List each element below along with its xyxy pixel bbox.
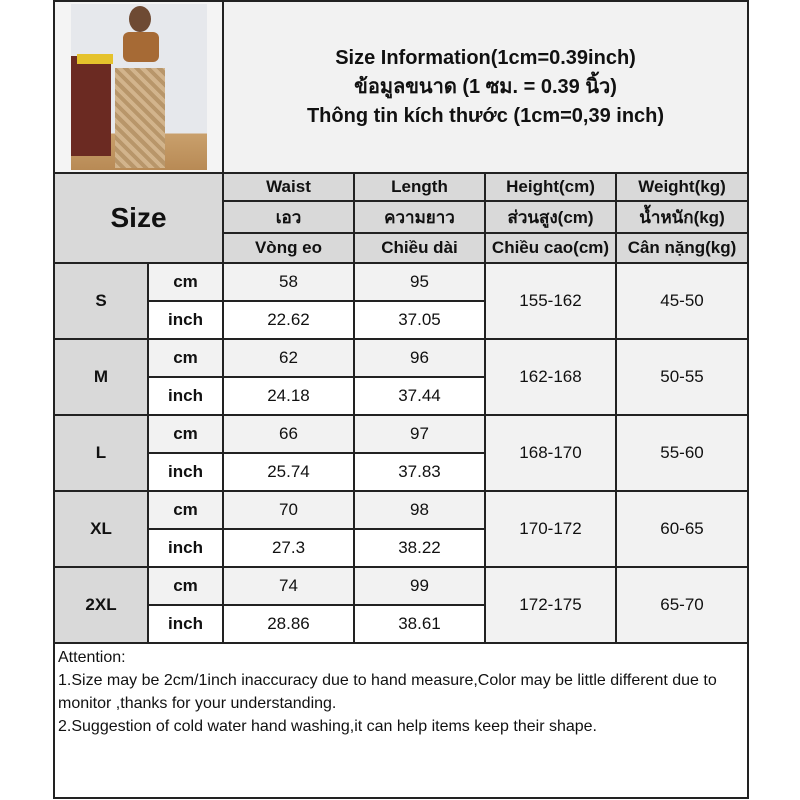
length-cm: 96 — [353, 338, 486, 378]
title-english: Size Information(1cm=0.39inch) — [335, 46, 636, 69]
length-inch: 37.83 — [353, 452, 486, 492]
size-label: 2XL — [53, 566, 149, 644]
waist-inch: 28.86 — [222, 604, 355, 644]
header-waist-th: เอว — [222, 200, 355, 234]
waist-inch: 25.74 — [222, 452, 355, 492]
size-chart-table: Size Information(1cm=0.39inch) ข้อมูลขนา… — [52, 0, 750, 799]
product-photo — [53, 0, 224, 174]
size-label: L — [53, 414, 149, 492]
height-range: 172-175 — [484, 566, 617, 644]
waist-cm: 66 — [222, 414, 355, 454]
weight-range: 45-50 — [614, 262, 750, 340]
waist-cm: 74 — [222, 566, 355, 606]
length-cm: 98 — [353, 490, 486, 530]
length-cm: 97 — [353, 414, 486, 454]
header-height-th: ส่วนสูง(cm) — [484, 200, 617, 234]
header-weight-vi: Cân nặng(kg) — [614, 232, 750, 264]
waist-cm: 70 — [222, 490, 355, 530]
length-cm: 95 — [353, 262, 486, 302]
length-inch: 38.22 — [353, 528, 486, 568]
waist-cm: 62 — [222, 338, 355, 378]
size-header: Size — [53, 172, 224, 264]
header-height-en: Height(cm) — [484, 172, 617, 202]
waist-inch: 24.18 — [222, 376, 355, 416]
weight-range: 55-60 — [614, 414, 750, 492]
unit-cm: cm — [147, 414, 224, 454]
size-info-title: Size Information(1cm=0.39inch) ข้อมูลขนา… — [221, 0, 750, 174]
waist-inch: 27.3 — [222, 528, 355, 568]
length-inch: 38.61 — [353, 604, 486, 644]
size-label: S — [53, 262, 149, 340]
height-range: 162-168 — [484, 338, 617, 416]
unit-inch: inch — [147, 452, 224, 492]
title-thai: ข้อมูลขนาด (1 ซม. = 0.39 นิ้ว) — [354, 75, 617, 98]
weight-range: 60-65 — [614, 490, 750, 568]
table-row: inch 24.18 37.44 — [54, 376, 748, 416]
header-waist-vi: Vòng eo — [222, 232, 355, 264]
header-length-vi: Chiều dài — [353, 232, 486, 264]
weight-range: 65-70 — [614, 566, 750, 644]
length-inch: 37.44 — [353, 376, 486, 416]
size-label: M — [53, 338, 149, 416]
unit-inch: inch — [147, 604, 224, 644]
table-row: inch 22.62 37.05 — [54, 300, 748, 340]
unit-inch: inch — [147, 300, 224, 340]
header-weight-en: Weight(kg) — [614, 172, 750, 202]
waist-inch: 22.62 — [222, 300, 355, 340]
header-height-vi: Chiều cao(cm) — [484, 232, 617, 264]
attention-note-1: 1.Size may be 2cm/1inch inaccuracy due t… — [58, 672, 717, 712]
weight-range: 50-55 — [614, 338, 750, 416]
model-photo-image — [71, 4, 207, 170]
unit-cm: cm — [147, 490, 224, 530]
header-waist-en: Waist — [222, 172, 355, 202]
unit-cm: cm — [147, 566, 224, 606]
table-row: XL cm 70 98 170-172 60-65 — [53, 490, 750, 568]
unit-cm: cm — [147, 262, 224, 302]
attention-note-2: 2.Suggestion of cold water hand washing,… — [58, 718, 597, 735]
height-range: 155-162 — [484, 262, 617, 340]
unit-inch: inch — [147, 528, 224, 568]
height-range: 170-172 — [484, 490, 617, 568]
table-row: inch 28.86 38.61 — [54, 604, 748, 644]
height-range: 168-170 — [484, 414, 617, 492]
length-cm: 99 — [353, 566, 486, 606]
title-vietnamese: Thông tin kích thước (1cm=0,39 inch) — [306, 104, 665, 127]
length-inch: 37.05 — [353, 300, 486, 340]
table-row: inch 27.3 38.22 — [54, 528, 748, 568]
header-length-th: ความยาว — [353, 200, 486, 234]
unit-inch: inch — [147, 376, 224, 416]
size-label: XL — [53, 490, 149, 568]
attention-heading: Attention: — [58, 649, 126, 666]
waist-cm: 58 — [222, 262, 355, 302]
table-row: 2XL cm 74 99 172-175 65-70 — [53, 566, 750, 644]
attention-notes: Attention: 1.Size may be 2cm/1inch inacc… — [52, 642, 750, 799]
unit-cm: cm — [147, 338, 224, 378]
header-weight-th: น้ำหนัก(kg) — [614, 200, 750, 234]
header-length-en: Length — [353, 172, 486, 202]
table-row: inch 25.74 37.83 — [54, 452, 748, 492]
